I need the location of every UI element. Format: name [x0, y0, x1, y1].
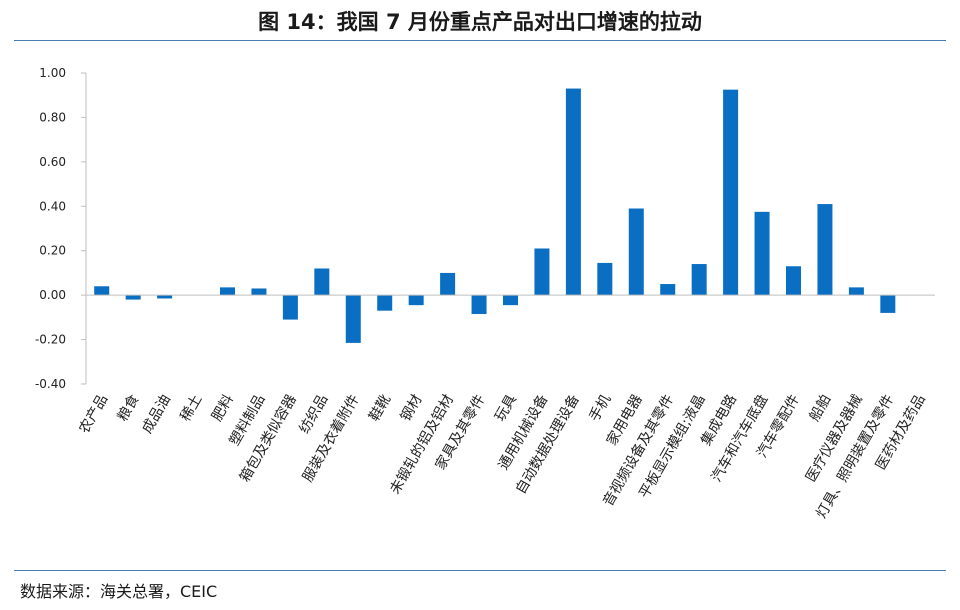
bar — [691, 264, 707, 296]
bar-chart: 1.00 0.80 0.60 0.40 0.20 0.00 -0.20 -0.40 农产品 粮食… — [35, 66, 935, 522]
category-label: 玩具 — [492, 392, 520, 424]
bars — [94, 88, 896, 343]
bar — [440, 272, 456, 296]
category-label: 肥料 — [209, 392, 237, 424]
category-label: 成品油 — [139, 392, 174, 436]
bar — [723, 89, 739, 296]
y-tick-label: -0.20 — [35, 333, 66, 347]
y-tick-label: 1.00 — [39, 66, 66, 80]
bar — [94, 286, 110, 296]
bar — [628, 208, 644, 296]
bar — [282, 295, 298, 320]
y-tick-label: 0.40 — [39, 199, 66, 213]
bar — [125, 295, 141, 300]
category-label: 手机 — [586, 392, 614, 424]
y-axis: 1.00 0.80 0.60 0.40 0.20 0.00 -0.20 -0.40 — [35, 66, 87, 391]
bar — [503, 295, 518, 306]
category-label: 稀土 — [178, 392, 206, 424]
bar — [377, 295, 393, 311]
bar — [471, 295, 487, 315]
category-label: 农产品 — [76, 392, 111, 436]
bar — [880, 295, 896, 313]
bar — [565, 88, 581, 296]
source-note: 数据来源：海关总署，CEIC — [20, 582, 218, 601]
bar — [314, 268, 330, 296]
y-tick-label: -0.40 — [35, 377, 66, 391]
y-tick-label: 0.60 — [39, 155, 66, 169]
source-rule — [14, 570, 946, 571]
bar — [220, 287, 235, 296]
bar — [660, 284, 676, 296]
category-label: 钢材 — [398, 392, 426, 424]
category-label: 粮食 — [114, 392, 143, 425]
y-tick-label: 0.20 — [39, 244, 66, 258]
bar — [786, 266, 801, 296]
category-label: 鞋靴 — [366, 392, 394, 424]
bar — [848, 287, 864, 296]
bar — [754, 211, 770, 296]
chart-title: 图 14：我国 7 月份重点产品对出口增速的拉动 — [258, 10, 702, 34]
bar — [345, 295, 361, 343]
y-tick-label: 0.80 — [39, 110, 66, 124]
title-rule — [14, 40, 946, 41]
bar — [817, 204, 833, 296]
bar — [157, 295, 173, 299]
bar — [408, 295, 424, 306]
bar — [251, 288, 267, 296]
bar — [534, 248, 550, 296]
bar — [597, 262, 613, 296]
category-label: 船舶 — [807, 392, 835, 424]
y-tick-label: 0.00 — [39, 288, 66, 302]
